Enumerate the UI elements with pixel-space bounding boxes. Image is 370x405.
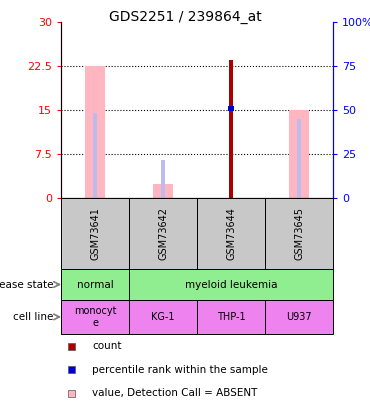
- Text: GSM73644: GSM73644: [226, 207, 236, 260]
- Bar: [129, 198, 197, 269]
- Text: GSM73642: GSM73642: [158, 207, 168, 260]
- Bar: [265, 300, 333, 334]
- Text: GDS2251 / 239864_at: GDS2251 / 239864_at: [109, 10, 261, 24]
- Bar: [297, 119, 302, 198]
- Bar: [61, 300, 129, 334]
- Bar: [197, 198, 265, 269]
- Bar: [61, 269, 129, 300]
- Bar: [229, 60, 233, 198]
- Text: GSM73645: GSM73645: [294, 207, 304, 260]
- Bar: [61, 198, 129, 269]
- Text: myeloid leukemia: myeloid leukemia: [185, 279, 277, 290]
- Text: KG-1: KG-1: [151, 312, 175, 322]
- Text: disease state: disease state: [0, 279, 54, 290]
- Text: normal: normal: [77, 279, 114, 290]
- Bar: [85, 66, 105, 198]
- Bar: [289, 110, 309, 198]
- Text: THP-1: THP-1: [217, 312, 245, 322]
- Bar: [197, 300, 265, 334]
- Text: GSM73641: GSM73641: [90, 207, 100, 260]
- Bar: [265, 198, 333, 269]
- Bar: [228, 106, 235, 111]
- Text: value, Detection Call = ABSENT: value, Detection Call = ABSENT: [92, 388, 258, 398]
- Bar: [129, 300, 197, 334]
- Text: U937: U937: [286, 312, 312, 322]
- Text: count: count: [92, 341, 122, 351]
- Bar: [129, 269, 333, 300]
- Text: percentile rank within the sample: percentile rank within the sample: [92, 365, 268, 375]
- Bar: [92, 113, 97, 198]
- Bar: [161, 160, 165, 198]
- Text: cell line: cell line: [13, 312, 54, 322]
- Bar: [153, 184, 173, 198]
- Text: monocyt
e: monocyt e: [74, 306, 116, 328]
